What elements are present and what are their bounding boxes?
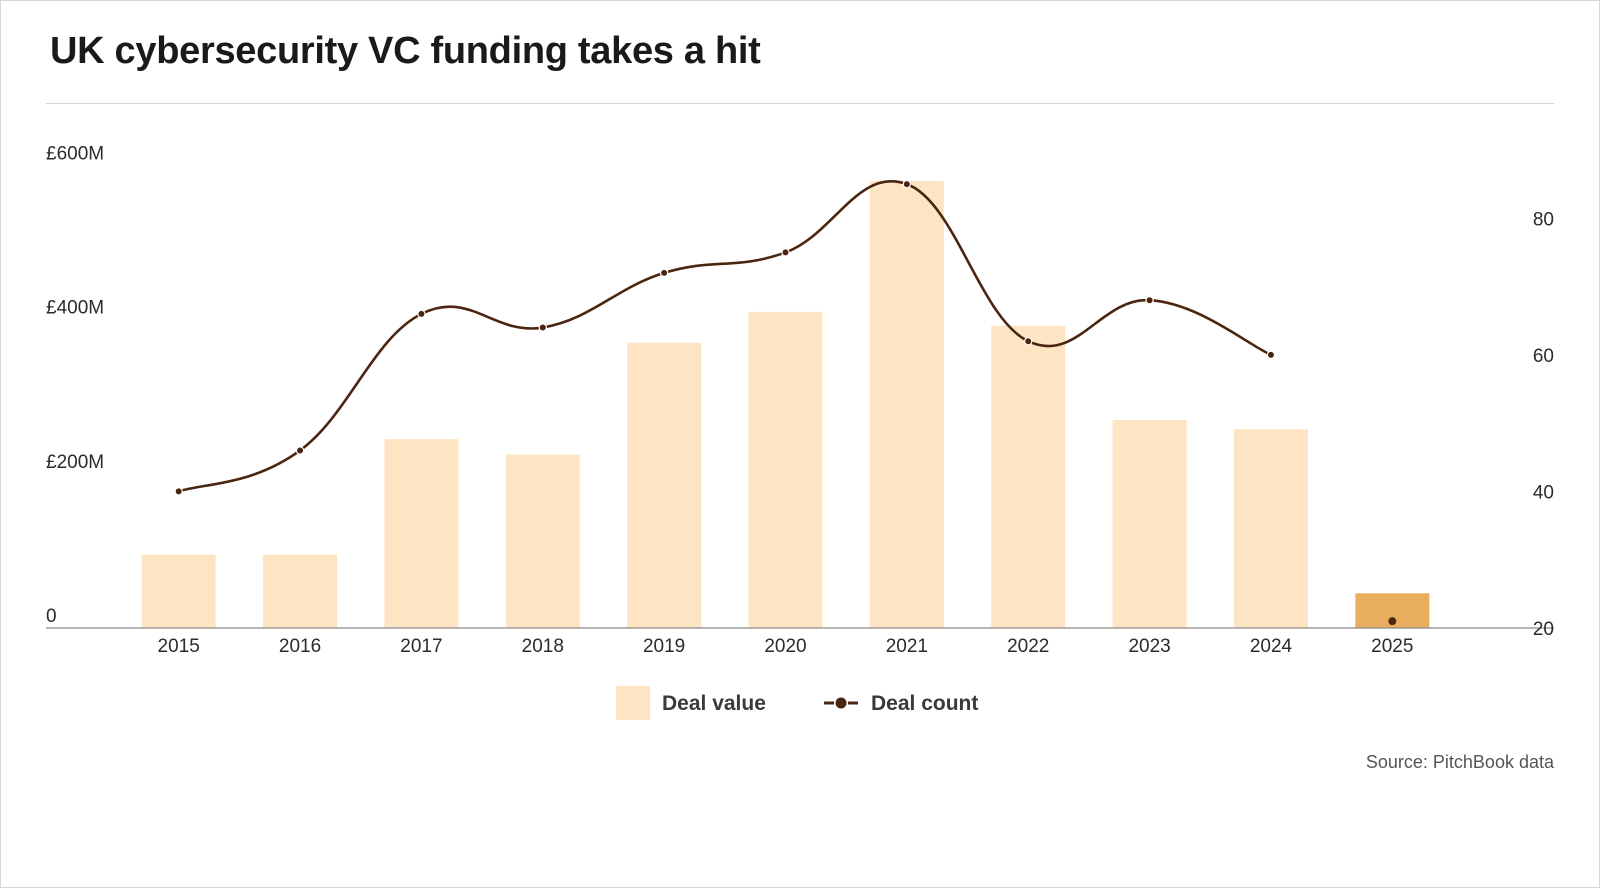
deal-count-point-2017 xyxy=(417,309,426,319)
source-note: Source: PitchBook data xyxy=(1365,752,1554,772)
bar-2017 xyxy=(384,439,459,628)
legend-swatch-deal-value xyxy=(616,686,650,720)
y-left-tick-label: £400M xyxy=(46,298,104,319)
deal-count-point-2015 xyxy=(174,487,183,496)
legend-label-deal-count: Deal count xyxy=(871,692,978,715)
x-tick-label-2024: 2024 xyxy=(1250,636,1293,657)
y-right-tick-label: 80 xyxy=(1533,209,1554,230)
y-right-tick-label: 20 xyxy=(1533,619,1554,640)
bar-2016 xyxy=(263,554,338,628)
deal-count-point-2023 xyxy=(1145,296,1154,305)
x-tick-label-2023: 2023 xyxy=(1128,636,1170,657)
bar-2019 xyxy=(627,342,702,628)
deal-count-point-2022 xyxy=(1024,337,1033,346)
bar-2022 xyxy=(991,325,1066,628)
bar-2015 xyxy=(141,554,216,628)
x-axis-ticks: 2015 2016 2017 2018 2019 2020 2021 2022 2023 2024… xyxy=(158,636,1414,657)
title-divider xyxy=(46,103,1554,104)
x-tick-label-2021: 2021 xyxy=(886,636,928,657)
y-axis-right: 20 40 60 80 xyxy=(1533,209,1554,640)
y-left-tick-label: £200M xyxy=(46,452,104,473)
legend-label-deal-value: Deal value xyxy=(662,692,766,715)
deal-count-point-2016 xyxy=(295,446,305,455)
y-left-tick-label: £600M xyxy=(46,143,104,164)
legend: Deal value Deal count xyxy=(616,686,978,720)
line-layer xyxy=(174,179,1397,626)
deal-count-line xyxy=(178,180,1272,493)
x-tick-label-2017: 2017 xyxy=(400,636,442,657)
deal-count-point-2025 xyxy=(1388,617,1397,626)
x-tick-label-2015: 2015 xyxy=(158,636,200,657)
y-left-tick-label: 0 xyxy=(46,606,57,627)
deal-count-point-2024 xyxy=(1266,350,1276,360)
x-tick-label-2022: 2022 xyxy=(1007,636,1049,657)
deal-count-point-2021 xyxy=(902,179,912,189)
deal-count-point-2020 xyxy=(781,248,790,257)
x-tick-label-2016: 2016 xyxy=(279,636,321,657)
y-right-tick-label: 40 xyxy=(1533,482,1554,503)
bar-2018 xyxy=(505,454,580,628)
bar-2021 xyxy=(869,180,944,628)
deal-count-point-2019 xyxy=(659,268,669,278)
deal-count-point-2018 xyxy=(538,323,547,332)
y-right-tick-label: 60 xyxy=(1533,346,1554,367)
x-tick-label-2025: 2025 xyxy=(1371,636,1413,657)
x-tick-label-2018: 2018 xyxy=(522,636,564,657)
y-axis-left: 0 £200M £400M £600M xyxy=(46,143,104,627)
bar-2023 xyxy=(1112,419,1187,628)
bar-2024 xyxy=(1233,429,1308,628)
x-tick-label-2020: 2020 xyxy=(764,636,806,657)
x-tick-label-2019: 2019 xyxy=(643,636,685,657)
chart-title: UK cybersecurity VC funding takes a hit xyxy=(50,30,761,72)
bar-2020 xyxy=(748,311,823,628)
bars-layer xyxy=(141,180,1430,628)
legend-swatch-deal-count-marker xyxy=(835,697,847,709)
